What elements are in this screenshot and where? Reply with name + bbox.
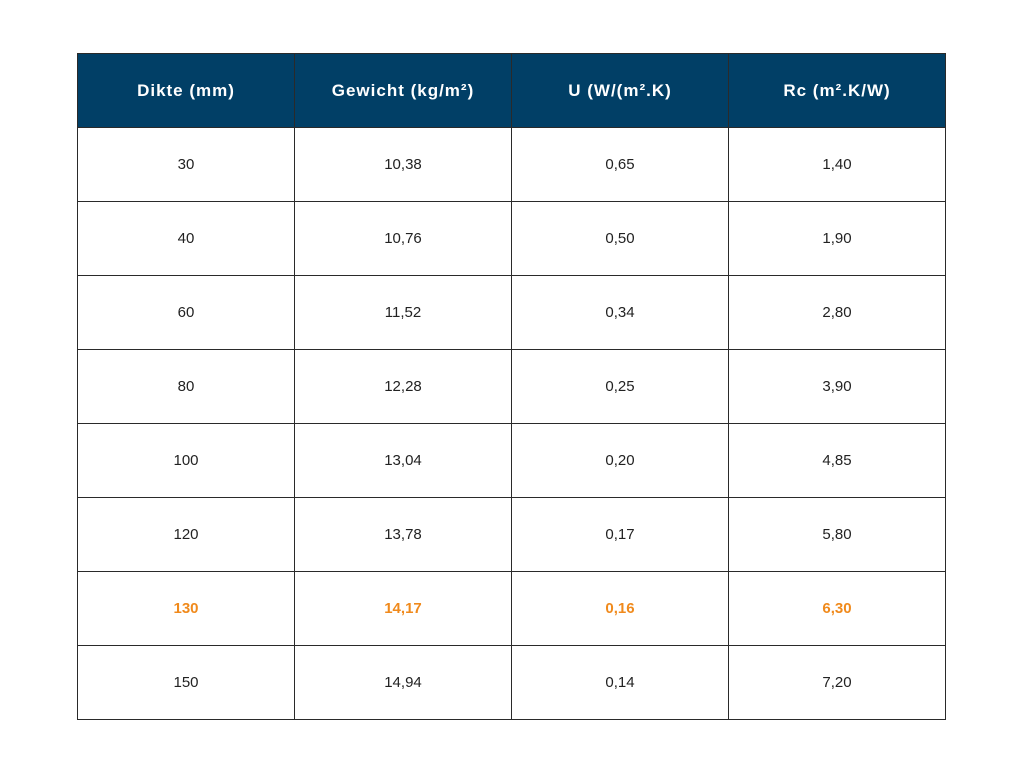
cell-u-value: 0,20 (511, 423, 729, 498)
table-row: 30 10,38 0,65 1,40 (77, 127, 946, 202)
cell-rc-value: 5,80 (728, 497, 946, 572)
cell-u-value: 0,50 (511, 201, 729, 276)
header-weight: Gewicht (kg/m²) (294, 53, 512, 128)
cell-thickness: 150 (77, 645, 295, 720)
table-row: 40 10,76 0,50 1,90 (77, 201, 946, 276)
cell-weight: 11,52 (294, 275, 512, 350)
cell-weight: 10,38 (294, 127, 512, 202)
cell-thickness: 80 (77, 349, 295, 424)
cell-u-value: 0,34 (511, 275, 729, 350)
cell-u-value: 0,16 (511, 571, 729, 646)
cell-thickness: 120 (77, 497, 295, 572)
cell-thickness: 60 (77, 275, 295, 350)
table-row: 150 14,94 0,14 7,20 (77, 645, 946, 720)
cell-thickness: 130 (77, 571, 295, 646)
cell-weight: 14,17 (294, 571, 512, 646)
table-row: 60 11,52 0,34 2,80 (77, 275, 946, 350)
cell-u-value: 0,14 (511, 645, 729, 720)
cell-thickness: 30 (77, 127, 295, 202)
header-row: Dikte (mm) Gewicht (kg/m²) U (W/(m².K) R… (77, 53, 946, 128)
table-row: 80 12,28 0,25 3,90 (77, 349, 946, 424)
table-header: Dikte (mm) Gewicht (kg/m²) U (W/(m².K) R… (77, 53, 946, 128)
cell-rc-value: 1,40 (728, 127, 946, 202)
cell-weight: 13,78 (294, 497, 512, 572)
cell-rc-value: 7,20 (728, 645, 946, 720)
specifications-table: Dikte (mm) Gewicht (kg/m²) U (W/(m².K) R… (77, 53, 946, 720)
table-row: 100 13,04 0,20 4,85 (77, 423, 946, 498)
cell-rc-value: 3,90 (728, 349, 946, 424)
cell-u-value: 0,25 (511, 349, 729, 424)
cell-rc-value: 1,90 (728, 201, 946, 276)
table-row: 120 13,78 0,17 5,80 (77, 497, 946, 572)
cell-weight: 14,94 (294, 645, 512, 720)
header-rc-value: Rc (m².K/W) (728, 53, 946, 128)
cell-weight: 12,28 (294, 349, 512, 424)
cell-thickness: 40 (77, 201, 295, 276)
header-u-value: U (W/(m².K) (511, 53, 729, 128)
cell-rc-value: 2,80 (728, 275, 946, 350)
cell-weight: 13,04 (294, 423, 512, 498)
cell-thickness: 100 (77, 423, 295, 498)
table-body: 30 10,38 0,65 1,40 40 10,76 0,50 1,90 60… (77, 127, 946, 720)
header-thickness: Dikte (mm) (77, 53, 295, 128)
cell-rc-value: 6,30 (728, 571, 946, 646)
cell-weight: 10,76 (294, 201, 512, 276)
cell-u-value: 0,65 (511, 127, 729, 202)
table-row-highlighted: 130 14,17 0,16 6,30 (77, 571, 946, 646)
cell-u-value: 0,17 (511, 497, 729, 572)
cell-rc-value: 4,85 (728, 423, 946, 498)
